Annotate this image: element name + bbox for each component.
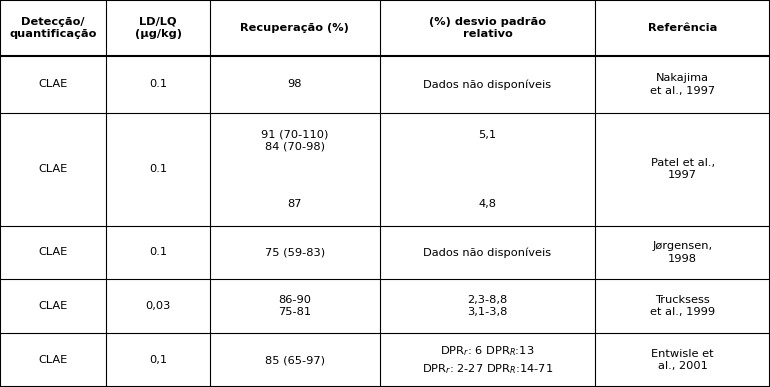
Text: CLAE: CLAE (38, 301, 68, 311)
Text: Dados não disponíveis: Dados não disponíveis (424, 79, 551, 90)
Text: Entwisle et
al., 2001: Entwisle et al., 2001 (651, 349, 714, 371)
Text: DPR$_r$: 6 DPR$_R$:13
DPR$_r$: 2-27 DPR$_R$:14-71: DPR$_r$: 6 DPR$_R$:13 DPR$_r$: 2-27 DPR$… (422, 344, 553, 376)
Text: Nakajima
et al., 1997: Nakajima et al., 1997 (650, 73, 715, 96)
Text: Recuperação (%): Recuperação (%) (240, 23, 350, 33)
Text: (%) desvio padrão
relativo: (%) desvio padrão relativo (429, 17, 546, 39)
Text: 98: 98 (288, 79, 302, 89)
Text: Jørgensen,
1998: Jørgensen, 1998 (652, 241, 713, 264)
Text: 75 (59-83): 75 (59-83) (265, 248, 325, 257)
Text: CLAE: CLAE (38, 79, 68, 89)
Text: CLAE: CLAE (38, 355, 68, 365)
Text: 87: 87 (288, 199, 302, 209)
Text: Detecção/
quantificação: Detecção/ quantificação (9, 17, 97, 39)
Text: LD/LQ
(μg/kg): LD/LQ (μg/kg) (135, 17, 182, 39)
Text: 91 (70-110)
84 (70-98): 91 (70-110) 84 (70-98) (261, 130, 329, 152)
Text: 4,8: 4,8 (478, 199, 497, 209)
Text: CLAE: CLAE (38, 248, 68, 257)
Text: CLAE: CLAE (38, 164, 68, 174)
Text: Patel et al.,
1997: Patel et al., 1997 (651, 158, 715, 180)
Text: 86-90
75-81: 86-90 75-81 (278, 295, 312, 317)
Text: Dados não disponíveis: Dados não disponíveis (424, 247, 551, 258)
Text: 0,1: 0,1 (149, 355, 167, 365)
Text: 5,1: 5,1 (478, 130, 497, 140)
Text: Referência: Referência (648, 23, 718, 33)
Text: 0.1: 0.1 (149, 248, 167, 257)
Text: Trucksess
et al., 1999: Trucksess et al., 1999 (650, 295, 715, 317)
Text: 0.1: 0.1 (149, 164, 167, 174)
Text: 2,3-8,8
3,1-3,8: 2,3-8,8 3,1-3,8 (467, 295, 507, 317)
Text: 0,03: 0,03 (146, 301, 171, 311)
Text: 0.1: 0.1 (149, 79, 167, 89)
Text: 85 (65-97): 85 (65-97) (265, 355, 325, 365)
